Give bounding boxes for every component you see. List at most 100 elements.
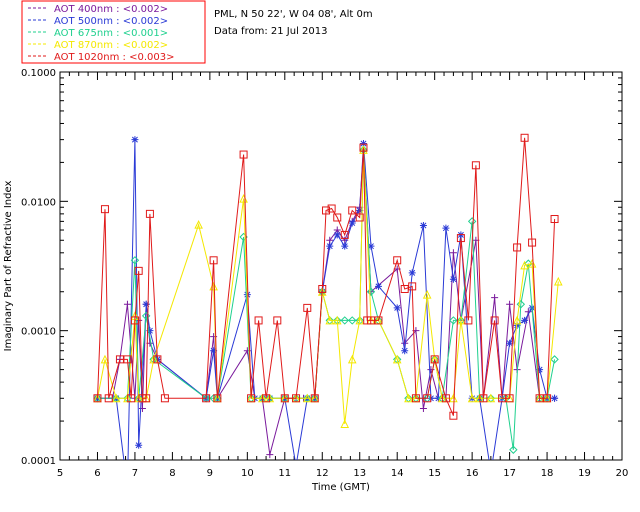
x-tick-label: 17 [503, 468, 516, 479]
data-point [506, 300, 514, 308]
data-point [124, 485, 131, 492]
y-tick-label: 0.0001 [21, 456, 56, 467]
data-point [449, 411, 458, 420]
data-point [194, 220, 203, 229]
data-point [160, 394, 169, 403]
data-point [553, 276, 563, 286]
data-point [332, 315, 342, 325]
data-point [487, 469, 494, 476]
x-tick-label: 16 [466, 468, 479, 479]
x-tick-label: 13 [353, 468, 366, 479]
data-point [359, 143, 368, 152]
data-point [318, 284, 327, 293]
series-line [97, 139, 555, 460]
data-point [411, 394, 420, 403]
data-point [456, 234, 465, 243]
data-point [367, 242, 375, 250]
data-point [310, 394, 319, 403]
data-point [490, 316, 499, 325]
x-tick-label: 20 [616, 468, 629, 479]
data-point [536, 366, 544, 374]
data-point [266, 451, 274, 459]
data-point [467, 217, 477, 226]
data-point [479, 394, 488, 403]
series-line [97, 149, 555, 455]
data-point [213, 394, 222, 403]
x-tick-label: 5 [57, 468, 63, 479]
data-point [326, 242, 334, 250]
data-point [340, 419, 350, 428]
data-point [471, 161, 480, 170]
x-tick-label: 12 [316, 468, 329, 479]
data-point [520, 260, 529, 270]
data-point [326, 236, 334, 244]
data-point [333, 231, 341, 239]
series-2 [93, 136, 559, 492]
data-point [527, 258, 537, 268]
data-point [209, 256, 218, 265]
data-point [359, 140, 367, 148]
data-point [392, 354, 402, 364]
data-point [142, 394, 151, 403]
data-point [347, 354, 357, 364]
data-point [322, 206, 331, 215]
series-1 [93, 146, 559, 459]
data-point [393, 304, 401, 312]
data-point [202, 394, 211, 403]
data-point [374, 282, 382, 290]
data-point [401, 347, 409, 355]
data-point [550, 355, 559, 364]
legend-label: AOT 1020nm : <0.003> [54, 52, 174, 63]
data-point [262, 394, 271, 403]
data-point [456, 315, 466, 325]
data-point [408, 282, 417, 291]
series-4 [93, 145, 563, 428]
data-point [100, 205, 109, 214]
data-point [111, 393, 121, 403]
data-point [302, 393, 312, 403]
data-point [449, 316, 458, 325]
data-point [134, 266, 143, 275]
data-point [401, 339, 409, 347]
data-point [93, 394, 102, 403]
data-point [408, 269, 416, 277]
data-point [348, 219, 356, 227]
series-line [97, 149, 559, 424]
data-point [141, 311, 151, 321]
data-point [506, 339, 514, 347]
data-point [491, 294, 499, 302]
data-point [464, 316, 473, 325]
data-point [449, 393, 458, 403]
data-point [393, 256, 402, 265]
x-tick-label: 6 [94, 468, 100, 479]
x-tick-label: 10 [241, 468, 254, 479]
info-date: Data from: 21 Jul 2013 [214, 26, 327, 37]
data-point [366, 287, 376, 296]
legend-label: AOT 870nm : <0.002> [54, 40, 168, 51]
legend-box [21, 0, 206, 64]
series-5 [93, 133, 559, 420]
legend-label: AOT 400nm : <0.002> [54, 4, 168, 15]
data-point [419, 222, 427, 230]
x-tick-label: 8 [169, 468, 175, 479]
x-axis-label: Time (GMT) [311, 482, 370, 493]
y-tick-label: 0.0100 [21, 197, 56, 208]
data-point [123, 300, 131, 308]
info-location: PML, N 50 22', W 04 08', Alt 0m [214, 9, 373, 20]
data-point [467, 393, 477, 403]
data-point [348, 206, 357, 215]
data-point [341, 242, 349, 250]
data-point [333, 213, 342, 222]
data-point [135, 441, 143, 449]
data-point [100, 354, 110, 364]
data-point [145, 209, 154, 218]
x-tick-label: 11 [278, 468, 291, 479]
data-point [430, 355, 439, 364]
data-point [449, 275, 457, 283]
data-point [442, 224, 450, 232]
data-point [273, 316, 282, 325]
data-point [509, 445, 518, 454]
y-tick-label: 0.0010 [21, 327, 56, 338]
legend-label: AOT 675nm : <0.001> [54, 28, 168, 39]
